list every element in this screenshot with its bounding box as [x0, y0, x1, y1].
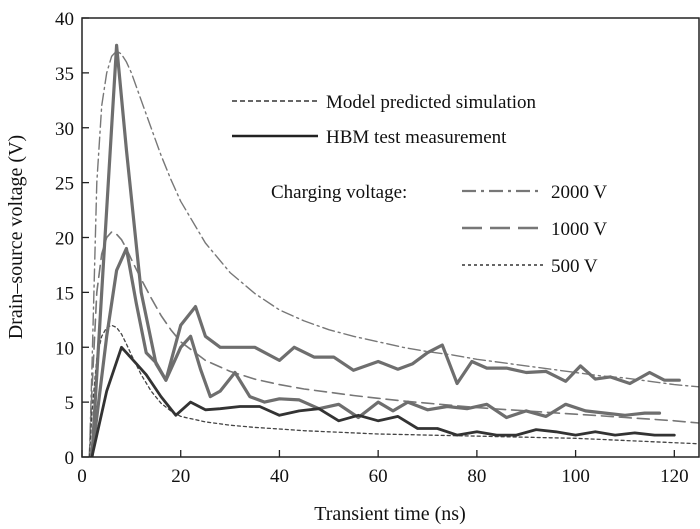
legend-label-1000v: 1000 V — [551, 219, 607, 240]
y-tick-label: 15 — [55, 283, 74, 304]
y-axis: 0 5 10 15 20 25 30 35 40 — [55, 9, 89, 469]
x-tick-label: 20 — [171, 466, 190, 487]
legend-label-2000v: 2000 V — [551, 182, 607, 203]
legend-label-measurement: HBM test measurement — [326, 127, 507, 148]
x-tick-label: 0 — [77, 466, 87, 487]
series-line-measurement-500v — [90, 345, 676, 457]
y-tick-label: 0 — [65, 448, 75, 469]
legend-label-500v: 500 V — [551, 256, 598, 277]
x-tick-label: 40 — [270, 466, 289, 487]
y-axis-title: Drain–source voltage (V) — [5, 135, 27, 339]
legend: Model predicted simulation HBM test meas… — [232, 92, 607, 277]
series-line-simulation-500v — [88, 324, 699, 457]
legend-label-simulation: Model predicted simulation — [326, 92, 537, 113]
x-tick-label: 80 — [467, 466, 486, 487]
x-tick-label: 120 — [660, 466, 689, 487]
y-tick-label: 10 — [55, 338, 74, 359]
x-axis: 0 20 40 60 80 100 120 — [77, 450, 689, 487]
x-axis-title: Transient time (ns) — [314, 503, 465, 525]
plot-area — [88, 43, 699, 457]
x-tick-label: 60 — [369, 466, 388, 487]
y-tick-label: 25 — [55, 174, 74, 195]
y-tick-label: 5 — [65, 393, 75, 414]
y-tick-label: 40 — [55, 9, 74, 30]
series-layer — [88, 43, 699, 457]
series-line-simulation-1000v — [88, 231, 699, 457]
y-tick-label: 20 — [55, 229, 74, 250]
y-tick-label: 30 — [55, 119, 74, 140]
legend-charging-title: Charging voltage: — [271, 182, 407, 203]
x-tick-label: 100 — [561, 466, 590, 487]
y-tick-label: 35 — [55, 64, 74, 85]
